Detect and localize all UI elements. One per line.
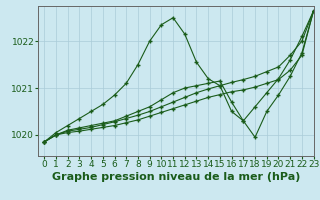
X-axis label: Graphe pression niveau de la mer (hPa): Graphe pression niveau de la mer (hPa) xyxy=(52,172,300,182)
